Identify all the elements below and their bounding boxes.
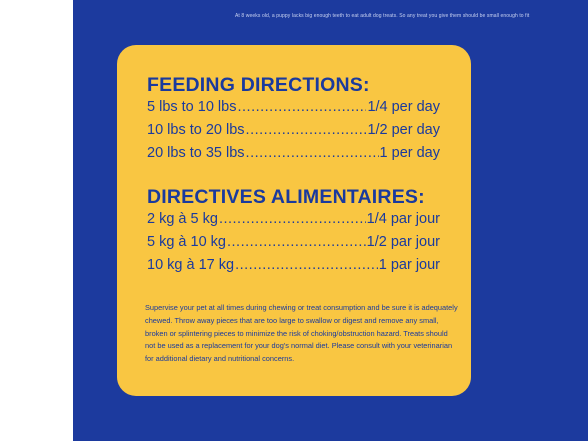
directives-row: 5 kg à 10 kg ...........................… bbox=[147, 234, 440, 252]
directives-row-value: 1 par jour bbox=[378, 257, 440, 273]
directives-row-value: 1/2 par jour bbox=[366, 234, 440, 250]
dot-leader: ........................................… bbox=[245, 145, 379, 161]
dot-leader: ........................................… bbox=[245, 122, 367, 138]
dot-leader: ........................................… bbox=[218, 211, 366, 227]
dot-leader: ........................................… bbox=[235, 257, 378, 273]
feeding-directions-title: FEEDING DIRECTIONS: bbox=[147, 74, 370, 96]
top-fine-print: At 8 weeks old, a puppy lacks big enough… bbox=[235, 13, 530, 19]
feeding-row-value: 1/2 per day bbox=[367, 122, 440, 138]
feeding-row-value: 1/4 per day bbox=[367, 99, 440, 115]
directives-row-label: 10 kg à 17 kg bbox=[147, 257, 235, 273]
directives-row: 2 kg à 5 kg ............................… bbox=[147, 211, 440, 229]
feeding-row: 10 lbs to 20 lbs .......................… bbox=[147, 122, 440, 140]
feeding-row-value: 1 per day bbox=[379, 145, 440, 161]
feeding-row: 20 lbs to 35 lbs .......................… bbox=[147, 145, 440, 163]
dot-leader: ........................................… bbox=[227, 234, 366, 250]
directives-alimentaires-title: DIRECTIVES ALIMENTAIRES: bbox=[147, 186, 425, 208]
directives-row-value: 1/4 par jour bbox=[366, 211, 440, 227]
directives-row: 10 kg à 17 kg ..........................… bbox=[147, 257, 440, 275]
safety-disclaimer: Supervise your pet at all times during c… bbox=[145, 303, 458, 364]
feeding-row-label: 10 lbs to 20 lbs bbox=[147, 122, 245, 138]
directives-row-label: 2 kg à 5 kg bbox=[147, 211, 218, 227]
feeding-row: 5 lbs to 10 lbs ........................… bbox=[147, 99, 440, 117]
directives-row-label: 5 kg à 10 kg bbox=[147, 234, 226, 250]
feeding-row-label: 20 lbs to 35 lbs bbox=[147, 145, 245, 161]
dot-leader: ........................................… bbox=[237, 99, 366, 115]
feeding-row-label: 5 lbs to 10 lbs bbox=[147, 99, 237, 115]
feeding-directions-card bbox=[117, 45, 471, 396]
